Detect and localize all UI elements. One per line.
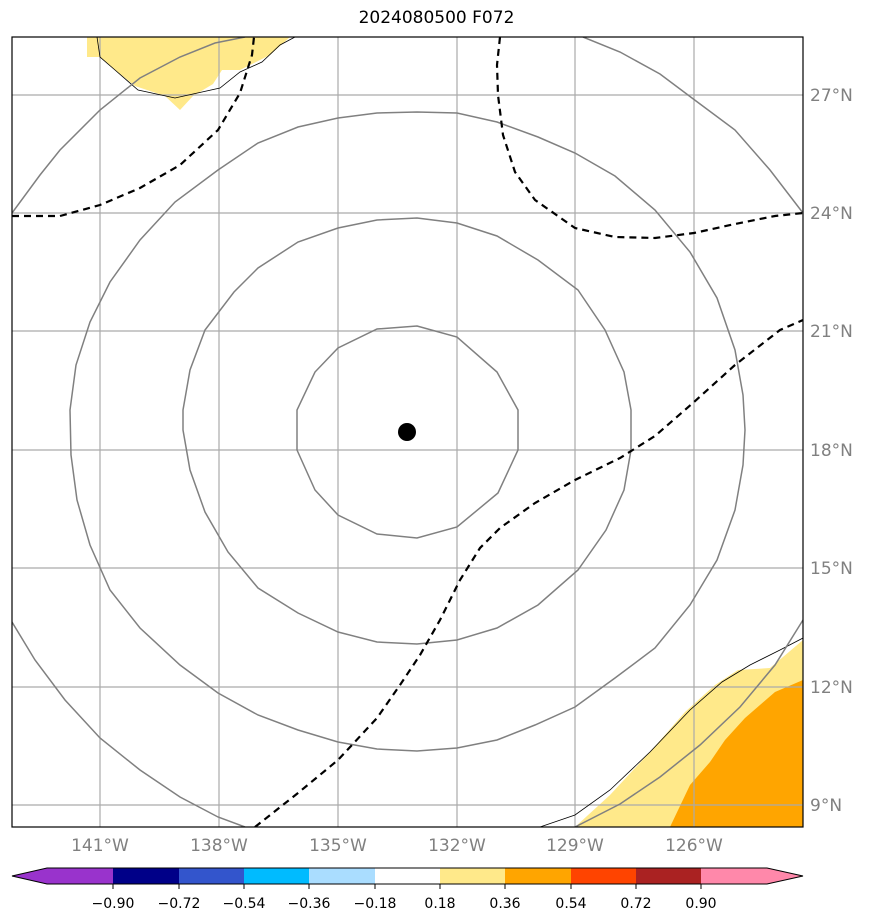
lon-label: 135°W: [309, 836, 367, 856]
graticule: [12, 37, 803, 827]
coastline-southeast: [539, 637, 803, 827]
lat-label: 24°N: [810, 204, 853, 224]
storm-center-marker: [398, 423, 416, 441]
colorbar-tick-label: 0.72: [620, 896, 651, 912]
colorbar-tick-label: −0.36: [288, 896, 331, 912]
lon-label: 138°W: [190, 836, 248, 856]
colorbar-segment: [701, 868, 767, 884]
colorbar-segment: [179, 868, 244, 884]
colorbar-segment: [47, 868, 113, 884]
lon-label: 132°W: [428, 836, 486, 856]
lon-label: 141°W: [71, 836, 129, 856]
strong-anomaly-fill-southeast: [670, 680, 803, 827]
colorbar-segment: [244, 868, 309, 884]
colorbar-segment: [309, 868, 375, 884]
map-title: 2024080500 F072: [358, 8, 515, 28]
lat-label: 12°N: [810, 678, 853, 698]
colorbar-tick-label: −0.72: [158, 896, 201, 912]
colorbar-segment: [440, 868, 505, 884]
lat-label: 27°N: [810, 86, 853, 106]
colorbar-ticks: [112, 884, 702, 889]
colorbar-tick-label: 0.36: [489, 896, 520, 912]
colorbar-tick-label: 0.90: [685, 896, 716, 912]
positive-anomaly-fill-northwest: [87, 37, 290, 110]
colorbar-tick-label: −0.90: [92, 896, 135, 912]
lon-label: 129°W: [546, 836, 604, 856]
colorbar-min-extend: [12, 868, 47, 884]
map-frame: [11, 36, 804, 828]
colorbar-max-extend: [767, 868, 803, 884]
colorbar-segment: [505, 868, 571, 884]
longitude-labels: 141°W 138°W 135°W 132°W 129°W 126°W: [71, 836, 723, 856]
colorbar-segment: [375, 868, 440, 884]
lon-label: 126°W: [665, 836, 723, 856]
colorbar-tick-label: −0.54: [223, 896, 266, 912]
colorbar-segment: [636, 868, 701, 884]
colorbar-tick-label: −0.18: [354, 896, 397, 912]
colorbar-outline: [11, 867, 804, 885]
colorbar-segment: [571, 868, 636, 884]
colorbar-segment: [113, 868, 179, 884]
latitude-labels: 27°N 24°N 21°N 18°N 15°N 12°N 9°N: [810, 86, 853, 816]
colorbar: −0.90 −0.72 −0.54 −0.36 −0.18 0.18 0.36 …: [11, 867, 804, 912]
lat-label: 15°N: [810, 559, 853, 579]
lat-label: 18°N: [810, 441, 853, 461]
lat-label: 9°N: [810, 796, 842, 816]
colorbar-tick-label: 0.54: [555, 896, 586, 912]
colorbar-tick-label: 0.18: [424, 896, 455, 912]
range-rings: [12, 37, 803, 827]
coastline-northwest: [96, 37, 296, 99]
lat-label: 21°N: [810, 322, 853, 342]
dashed-contours: [12, 37, 803, 827]
